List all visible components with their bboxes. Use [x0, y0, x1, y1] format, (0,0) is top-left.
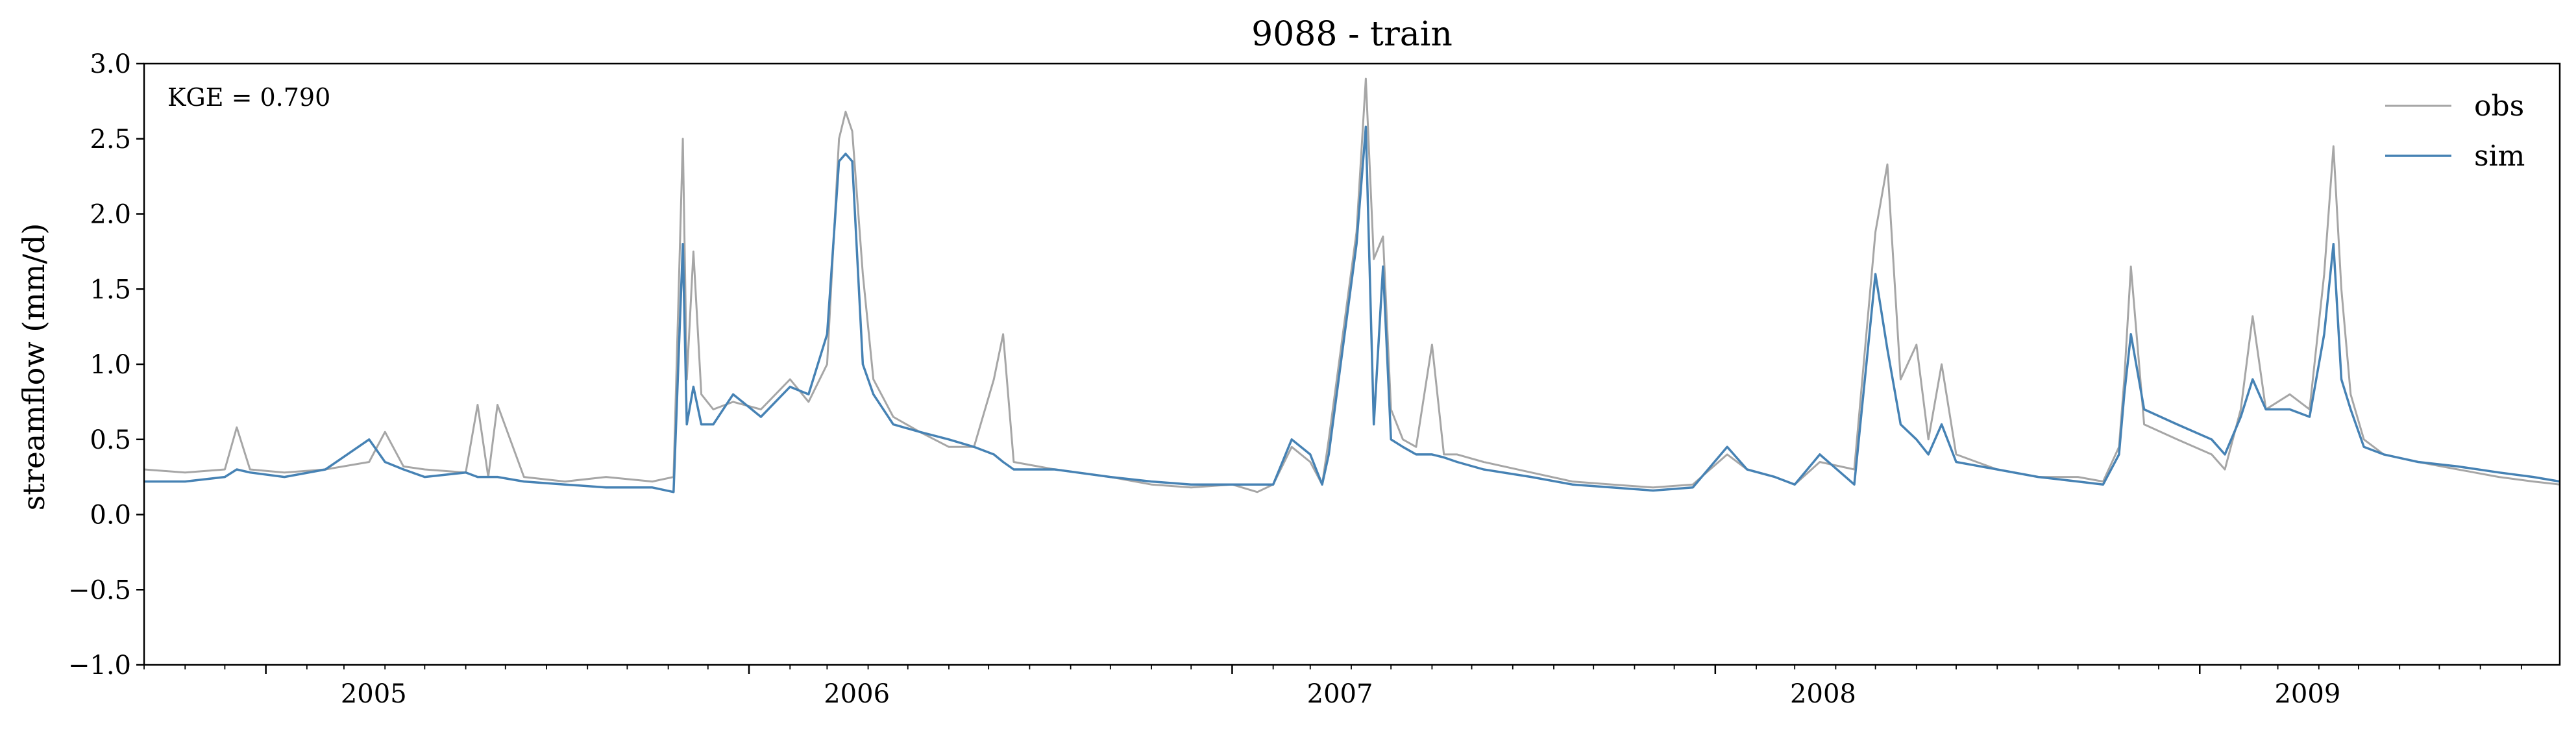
y-tick-label: −0.5	[68, 575, 131, 605]
plot-frame	[143, 62, 2561, 666]
y-axis: −1.0 −0.5 0.0 0.5 1.0 1.5 2.0 2.5 3.0	[68, 49, 144, 680]
x-tick-label: 2009	[2274, 679, 2340, 709]
y-axis-label: streamflow (mm/d)	[16, 223, 51, 511]
legend-label-obs: obs	[2474, 90, 2524, 123]
legend-label-sim: sim	[2474, 140, 2525, 173]
y-tick-label: 2.5	[90, 125, 131, 155]
x-tick-label: 2006	[824, 679, 890, 709]
chart-title: 9088 - train	[1251, 15, 1453, 54]
y-tick-label: 3.0	[90, 49, 131, 79]
x-tick-label: 2008	[1790, 679, 1856, 709]
kge-annotation: KGE = 0.790	[167, 83, 330, 112]
x-tick-label: 2007	[1307, 679, 1373, 709]
y-tick-label: 2.0	[90, 200, 131, 230]
series-line-obs	[144, 77, 2560, 493]
y-tick-label: 1.5	[90, 275, 131, 305]
y-tick-label: 0.5	[90, 425, 131, 455]
legend: obs sim	[2385, 90, 2525, 173]
y-tick-label: −1.0	[68, 651, 131, 680]
x-axis: 2005 2006 2007 2008 2009	[143, 665, 2522, 709]
x-tick-label: 2005	[341, 679, 407, 709]
y-tick-label: 0.0	[90, 501, 131, 530]
series-line-sim	[144, 125, 2560, 493]
y-tick-label: 1.0	[90, 350, 131, 380]
